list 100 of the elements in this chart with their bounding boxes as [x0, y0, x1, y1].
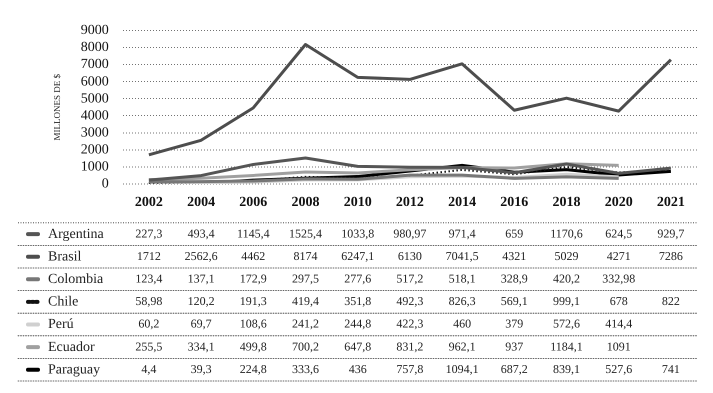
data-label: 244,8 [344, 316, 372, 331]
x-tick-label: 2006 [239, 195, 268, 210]
data-label: 123,4 [135, 271, 162, 286]
data-label: 422,3 [396, 316, 424, 331]
legend-label: Colombia [48, 272, 104, 287]
data-label: 351,8 [344, 294, 372, 308]
data-label: 962,1 [448, 339, 476, 354]
data-label: 822 [662, 294, 680, 308]
data-label: 929,7 [657, 226, 684, 240]
data-label: 937 [505, 339, 524, 354]
data-label: 8174 [294, 248, 318, 263]
data-label: 741 [662, 362, 680, 376]
data-label: 4462 [241, 248, 266, 263]
data-label: 333,6 [292, 362, 319, 376]
data-label: 436 [348, 362, 367, 376]
data-label: 1170,6 [550, 226, 583, 240]
data-label: 420,2 [553, 271, 580, 286]
data-label: 6130 [398, 248, 422, 263]
legend-label: Brasil [48, 249, 82, 264]
x-tick-label: 2021 [656, 195, 685, 210]
y-tick-label: 0 [102, 176, 109, 192]
data-label: 492,3 [396, 294, 424, 308]
data-label: 687,2 [500, 362, 528, 376]
y-tick-label: 2000 [80, 142, 109, 158]
data-label: 6247,1 [341, 248, 374, 263]
data-label: 5029 [554, 248, 578, 263]
data-label: 647,8 [344, 339, 372, 354]
y-tick-label: 7000 [80, 57, 109, 72]
data-label: 120,2 [188, 294, 215, 308]
data-label: 527,6 [605, 362, 632, 376]
data-label: 999,1 [553, 294, 580, 308]
y-axis-title: MILLONES DE $ [52, 73, 62, 140]
data-label: 1094,1 [446, 362, 479, 376]
data-label: 460 [453, 316, 472, 331]
y-tick-label: 6000 [80, 74, 109, 90]
data-label: 172,9 [240, 271, 267, 286]
x-tick-label: 2002 [134, 195, 163, 210]
data-label: 569,1 [500, 294, 528, 308]
data-label: 678 [610, 294, 628, 308]
data-label: 7041,5 [446, 248, 479, 263]
data-label: 241,2 [292, 316, 319, 331]
data-label: 69,7 [190, 316, 212, 331]
data-label: 572,6 [553, 316, 580, 331]
data-label: 499,8 [240, 339, 267, 354]
y-tick-label: 8000 [80, 40, 109, 56]
data-label: 39,3 [190, 362, 212, 376]
data-label: 227,3 [135, 226, 162, 240]
data-label: 328,9 [500, 271, 528, 286]
data-label: 4271 [606, 248, 631, 263]
x-tick-label: 2004 [187, 195, 216, 210]
legend-label: Argentina [48, 226, 105, 242]
data-label: 624,5 [605, 226, 632, 240]
data-label: 2562,6 [184, 248, 218, 263]
y-tick-label: 5000 [80, 91, 109, 106]
y-tick-label: 9000 [80, 23, 109, 38]
data-label: 757,8 [396, 362, 424, 376]
y-tick-label: 4000 [80, 108, 109, 124]
data-label: 332,98 [602, 271, 636, 286]
data-label: 379 [505, 316, 524, 331]
data-label: 108,6 [240, 316, 267, 331]
data-label: 831,2 [396, 339, 424, 354]
data-label: 839,1 [553, 362, 580, 376]
x-tick-label: 2010 [344, 195, 372, 210]
data-label: 1525,4 [289, 226, 322, 240]
x-tick-label: 2020 [604, 195, 633, 210]
x-tick-label: 2008 [292, 195, 320, 210]
data-label: 191,3 [240, 294, 267, 308]
data-label: 1091 [606, 339, 631, 354]
legend-label: Paraguay [48, 362, 100, 378]
data-label: 517,2 [396, 271, 424, 286]
data-label: 7286 [658, 248, 683, 263]
data-label: 700,2 [292, 339, 319, 354]
data-label: 4321 [502, 248, 526, 263]
data-label: 971,4 [448, 226, 476, 240]
data-label: 137,1 [188, 271, 215, 286]
data-label: 518,1 [448, 271, 476, 286]
legend-label: Perú [48, 317, 74, 332]
data-label: 419,4 [292, 294, 319, 308]
data-label: 224,8 [240, 362, 267, 376]
y-tick-label: 1000 [80, 160, 109, 175]
data-label: 255,5 [135, 339, 162, 354]
legend-label: Ecuador [48, 340, 95, 355]
x-tick-label: 2016 [500, 195, 528, 210]
y-tick-label: 3000 [80, 125, 109, 140]
data-label: 826,3 [448, 294, 476, 308]
data-label: 277,6 [344, 271, 372, 286]
data-label: 1184,1 [550, 339, 583, 354]
data-label: 659 [505, 226, 524, 240]
data-label: 414,4 [605, 316, 632, 331]
x-tick-label: 2018 [552, 195, 580, 210]
data-label: 4,4 [141, 362, 156, 376]
data-label: 493,4 [188, 226, 215, 240]
data-label: 60,2 [138, 316, 160, 331]
x-tick-label: 2012 [396, 195, 424, 210]
data-label: 334,1 [188, 339, 215, 354]
data-label: 58,98 [135, 294, 162, 308]
data-label: 1145,4 [237, 226, 270, 240]
legend-label: Chile [48, 294, 78, 310]
data-label: 1712 [136, 248, 161, 263]
x-tick-label: 2014 [448, 195, 476, 210]
